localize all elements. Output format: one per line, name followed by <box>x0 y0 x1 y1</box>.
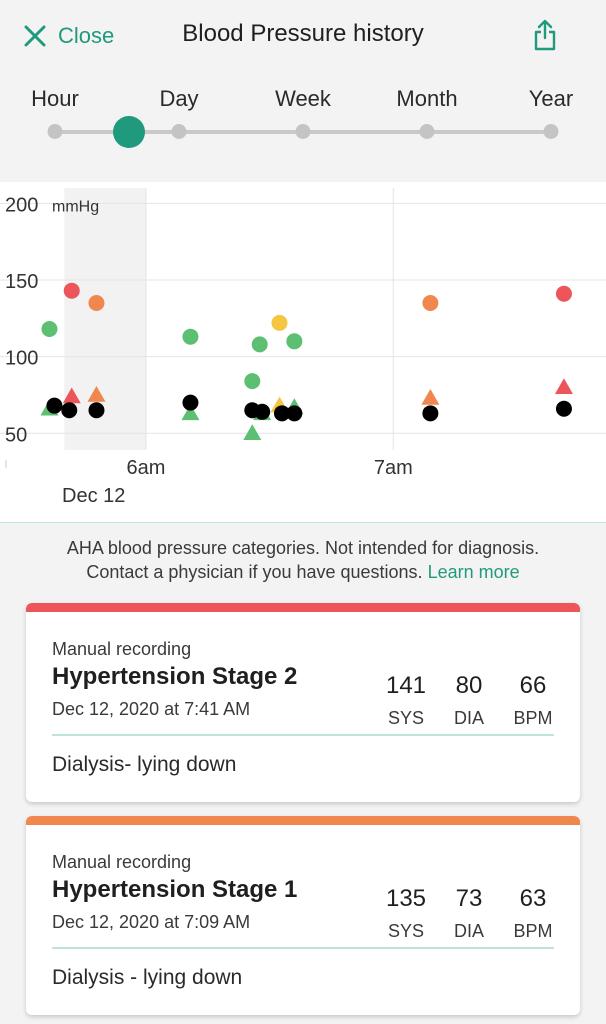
record-card[interactable]: Manual recording Hypertension Stage 2 De… <box>26 603 580 802</box>
data-point-sys <box>251 336 268 353</box>
share-button[interactable] <box>530 18 560 52</box>
selected-hour-band <box>64 188 146 450</box>
y-unit-label: mmHg <box>52 198 99 215</box>
disclaimer-text: Contact a physician if you have question… <box>86 562 423 582</box>
range-stop-hour[interactable] <box>47 124 63 139</box>
data-point-sys <box>182 328 199 345</box>
range-option-hour[interactable]: Hour <box>31 86 79 111</box>
x-tick-label: 7am <box>374 457 413 479</box>
data-point-bpm <box>182 394 199 411</box>
range-stop-month[interactable] <box>419 124 435 139</box>
data-point-sys <box>41 321 58 338</box>
sys-value: 135 <box>385 885 427 912</box>
bpm-label: BPM <box>513 708 553 728</box>
range-stop-day[interactable] <box>171 124 187 139</box>
record-category: Hypertension Stage 1 <box>52 876 298 903</box>
data-point-sys <box>286 333 303 350</box>
data-point-sys <box>244 373 261 390</box>
record-source: Manual recording <box>52 852 192 872</box>
range-option-year[interactable]: Year <box>528 86 574 111</box>
data-point-sys <box>63 282 80 299</box>
dia-value: 80 <box>455 672 483 699</box>
data-point-sys <box>271 314 288 331</box>
category-color-bar <box>26 603 580 612</box>
y-tick-label: 100 <box>5 348 38 370</box>
record-note: Dialysis - lying down <box>52 966 243 989</box>
dia-label: DIA <box>453 708 484 728</box>
data-point-dia <box>87 385 106 402</box>
data-point-sys <box>555 285 572 302</box>
record-note: Dialysis- lying down <box>52 753 237 776</box>
range-stop-year[interactable] <box>543 124 559 139</box>
data-point-bpm <box>88 402 105 419</box>
aha-disclaimer: AHA blood pressure categories. Not inten… <box>0 536 606 584</box>
x-tick-label: 6am <box>126 457 165 479</box>
range-option-month[interactable]: Month <box>396 86 458 111</box>
bpm-value: 63 <box>519 885 547 912</box>
bpm-value: 66 <box>519 672 547 699</box>
data-point-bpm <box>555 400 572 417</box>
time-range-selector: Hour Day Week Month Year <box>0 72 606 182</box>
disclaimer-line-2: Contact a physician if you have question… <box>0 560 606 584</box>
close-icon <box>24 25 46 47</box>
data-point-bpm <box>273 405 290 422</box>
close-button[interactable]: Close <box>24 20 114 52</box>
range-stop-week[interactable] <box>295 124 311 139</box>
sys-label: SYS <box>387 708 425 728</box>
data-point-dia <box>62 387 81 404</box>
data-point-bpm <box>286 405 303 422</box>
record-category: Hypertension Stage 2 <box>52 663 298 690</box>
record-card[interactable]: Manual recording Hypertension Stage 1 De… <box>26 816 580 1015</box>
learn-more-link[interactable]: Learn more <box>427 562 520 582</box>
data-point-bpm <box>46 397 63 414</box>
x-date-label: Dec 12 <box>62 485 125 507</box>
dia-label: DIA <box>453 921 484 941</box>
record-date: Dec 12, 2020 at 7:09 AM <box>52 912 251 932</box>
data-point-bpm <box>61 402 78 419</box>
y-tick-label: 150 <box>5 271 38 293</box>
data-point-dia <box>181 404 200 421</box>
sys-label: SYS <box>387 921 425 941</box>
close-label: Close <box>58 23 115 48</box>
card-divider <box>52 947 554 949</box>
range-slider-thumb[interactable] <box>113 116 146 148</box>
sys-value: 141 <box>385 672 427 699</box>
range-option-week[interactable]: Week <box>275 86 331 111</box>
disclaimer-line-1: AHA blood pressure categories. Not inten… <box>66 538 540 558</box>
record-source: Manual recording <box>52 639 192 659</box>
nav-header: Close Blood Pressure history <box>0 0 606 73</box>
y-tick-label: 50 <box>5 424 27 446</box>
range-option-day[interactable]: Day <box>159 86 199 111</box>
category-color-bar <box>26 816 580 825</box>
chart-canvas: 200 mmHg 150 100 50 6am 7am Dec 12 <box>0 188 606 507</box>
data-point-bpm <box>254 403 271 420</box>
data-point-dia <box>554 378 573 395</box>
data-point-bpm <box>422 405 439 422</box>
data-point-dia <box>243 424 262 441</box>
blood-pressure-chart[interactable]: 200 mmHg 150 100 50 6am 7am Dec 12 <box>0 182 606 523</box>
bpm-label: BPM <box>513 921 553 941</box>
dia-value: 73 <box>455 885 483 912</box>
data-point-sys <box>88 294 105 311</box>
data-point-sys <box>422 294 439 311</box>
page-title: Blood Pressure history <box>182 20 424 47</box>
y-tick-label: 200 <box>5 194 38 216</box>
data-point-dia <box>421 389 440 405</box>
record-date: Dec 12, 2020 at 7:41 AM <box>52 699 251 719</box>
card-divider <box>52 734 554 736</box>
share-icon <box>534 19 556 51</box>
